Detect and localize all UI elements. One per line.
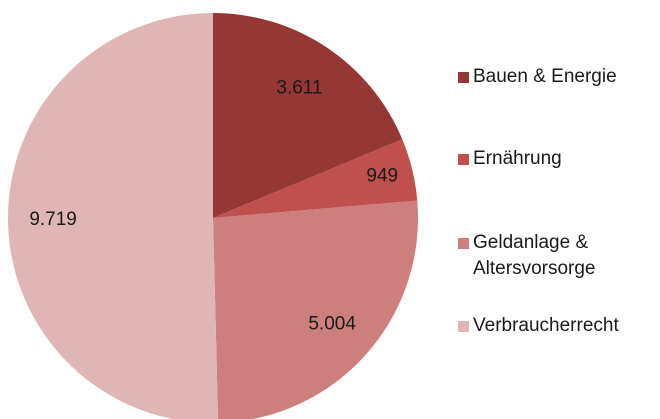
legend-swatch — [458, 321, 469, 332]
legend-swatch — [458, 72, 469, 83]
data-label: 9.719 — [29, 209, 77, 230]
legend-label: Ernährung — [473, 148, 562, 169]
legend-label: Verbraucherrecht — [473, 315, 619, 336]
data-label: 3.611 — [276, 77, 322, 98]
legend-swatch — [458, 238, 469, 249]
legend-label: Geldanlage & Altersvorsorge — [473, 232, 596, 279]
legend-label: Bauen & Energie — [473, 66, 617, 87]
legend-item: Ernährung — [458, 146, 658, 172]
pie-slice — [213, 13, 403, 218]
pie-slice — [213, 139, 418, 218]
legend-item: Verbraucherrecht — [458, 313, 658, 339]
data-label: 5.004 — [308, 314, 356, 335]
legend-item: Bauen & Energie — [458, 64, 658, 90]
pie-slice — [213, 200, 418, 419]
legend-item: Geldanlage & Altersvorsorge — [458, 230, 658, 282]
legend-swatch — [458, 154, 469, 165]
data-label: 949 — [366, 166, 398, 187]
pie-slice — [8, 13, 219, 419]
